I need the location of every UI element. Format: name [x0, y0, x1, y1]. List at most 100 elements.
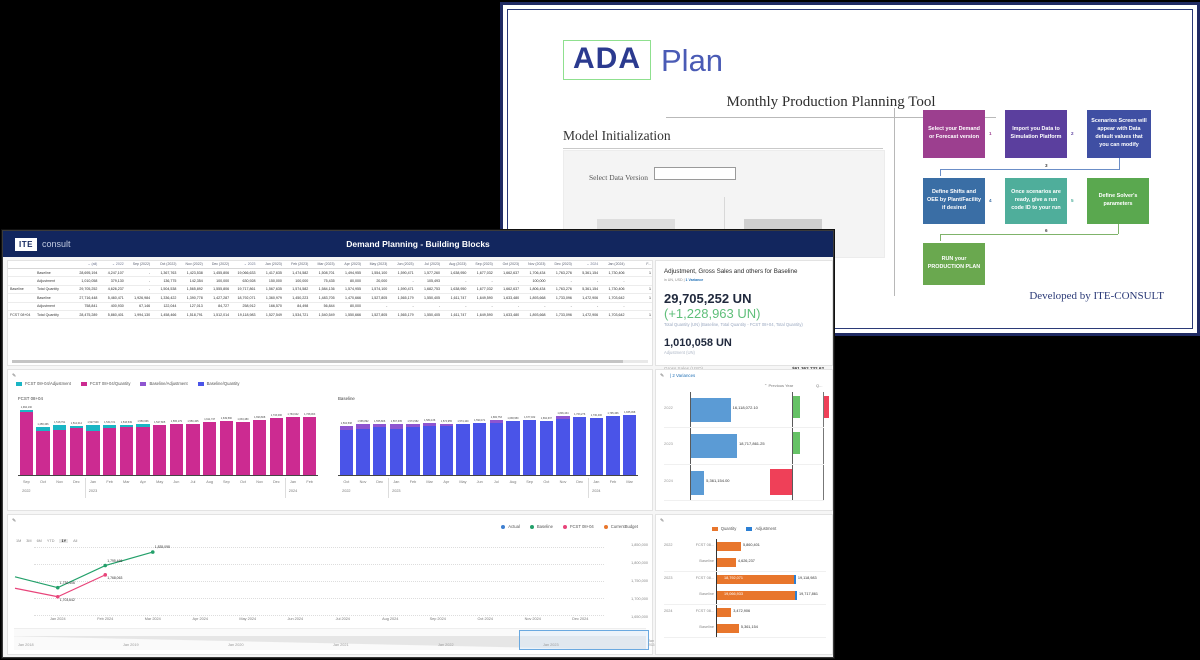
bar-column[interactable]: 1,994,130	[18, 406, 35, 476]
hbar-row[interactable]: Baseline 5,361,154	[664, 621, 826, 637]
legend-item[interactable]: FCST 08+04/Quantity	[80, 381, 130, 386]
range-button-1m[interactable]: 1M	[16, 539, 22, 543]
bar-column[interactable]: 1,565,892	[355, 406, 372, 476]
bar-column[interactable]: 1,768,063	[301, 406, 318, 476]
table-row[interactable]: Adjustment 1,010,058 379,130-136,775 142,35…	[8, 276, 652, 286]
bar-column[interactable]: 1,662,637	[538, 406, 555, 476]
hbar-row[interactable]: FCST 08... 3,472,906	[664, 605, 826, 621]
timeline-range-selector[interactable]: Jan 2018 Jan 2019 Jan 2020 Jan 2021 Jan 2022…	[14, 628, 656, 650]
legend-item[interactable]: FCST 08+04	[562, 524, 594, 529]
hbar-row[interactable]: FCST 08... 5,860,401	[664, 539, 826, 555]
bar-column[interactable]: 1,555,806	[371, 406, 388, 476]
bar-column[interactable]: 1,458,466	[35, 406, 52, 476]
legend-item[interactable]: Baseline/Quantity	[197, 381, 239, 386]
bar-column[interactable]: 1,518,791	[51, 406, 68, 476]
range-button-all[interactable]: All	[73, 539, 78, 543]
baseline-bar-plot[interactable]: 1,504,538 1,565,892 1,555,806 1,567,635 1,57…	[338, 406, 638, 476]
variance-row[interactable]: 2023 18,717,861.25	[664, 428, 824, 465]
bar-column[interactable]: 1,763,642	[285, 406, 302, 476]
bar-column[interactable]: 1,543,549	[118, 406, 135, 476]
kpi-variance-link[interactable]: 1 Variance	[685, 278, 704, 282]
select-data-version-input[interactable]	[654, 167, 736, 180]
matrix-col-header: Sep (2022)	[124, 261, 152, 269]
range-button-ytd[interactable]: YTD	[46, 539, 55, 543]
bar-segment-adjustment	[423, 423, 437, 426]
bar-column[interactable]: 1,806,434	[555, 406, 572, 476]
table-row[interactable]: Baseline 27,716,448 5,460,471 1,926,984 1,33…	[8, 293, 652, 303]
bar-column[interactable]: 1,633,480	[235, 406, 252, 476]
variance-row[interactable]: 2022 16,118,072.10	[664, 392, 829, 429]
pin-icon-variance[interactable]: ✎	[660, 373, 665, 379]
bar-column[interactable]: 1,550,666	[135, 406, 152, 476]
bar-column[interactable]: 1,835,098	[621, 406, 638, 476]
bar-column[interactable]: 1,682,753	[488, 406, 505, 476]
x-axis-tick: Jan	[89, 480, 97, 484]
bar-column[interactable]: 1,677,032	[521, 406, 538, 476]
table-row[interactable]: Baseline Total Quantity 29,705,252 4,626,23…	[8, 285, 652, 295]
table-row[interactable]: FCST 08+04 Total Quantity 28,475,289 5,860,…	[8, 310, 652, 320]
bar-column[interactable]: 1,795,466	[605, 406, 622, 476]
legend-item[interactable]: Baseline/Adjustment	[140, 381, 188, 386]
bar-column[interactable]: 1,550,405	[185, 406, 202, 476]
legend-item[interactable]: FCST 08+04/Adjustment	[16, 381, 71, 386]
range-button-6m[interactable]: 6M	[36, 539, 42, 543]
bar-column[interactable]: 1,574,100	[455, 406, 472, 476]
timeline-selection-window[interactable]	[519, 630, 649, 650]
bar-column[interactable]: 1,584,136	[421, 406, 438, 476]
matrix-cell: 56,844	[309, 302, 336, 311]
pin-icon-line[interactable]: ✎	[12, 518, 17, 524]
table-row[interactable]: Adjustment 758,841 400,930 67,146 122,044 127…	[8, 302, 652, 311]
hbar-row[interactable]: Baseline 4,626,237	[664, 555, 826, 571]
x-axis-tick: Mar	[123, 480, 130, 484]
legend-dot	[562, 524, 567, 529]
bar-column[interactable]: 1,567,635	[388, 406, 405, 476]
legend-item[interactable]: Actual	[501, 524, 520, 529]
fcst-bar-plot[interactable]: 1,994,130 1,458,466 1,518,791 1,512,014 1,52…	[18, 406, 318, 476]
bar-column[interactable]: 1,527,805	[151, 406, 168, 476]
table-horizontal-scrollbar[interactable]	[12, 360, 648, 363]
legend-item[interactable]: Quantity	[711, 526, 736, 531]
bar-column[interactable]: 1,512,014	[68, 406, 85, 476]
year-separator	[284, 478, 286, 498]
gridline	[34, 581, 604, 582]
table-row[interactable]: Baseline 28,695,194 4,247,107-1,367,763 1,4…	[8, 268, 652, 278]
bar-segment-quantity	[456, 424, 470, 476]
matrix-table-card[interactable]: ⌄ (all) ⌄ 2022 Sep (2022) Oct (2022) Nov (20…	[7, 260, 653, 366]
variance-row[interactable]: 2024 5,361,154.00	[664, 464, 824, 501]
variance-prev-year-header: ⌃ Previous Year	[764, 383, 794, 388]
bar-segment-adjustment	[19, 409, 33, 412]
legend-item[interactable]: Adjustment	[746, 526, 776, 531]
variance-bar	[691, 470, 705, 495]
range-button-3m[interactable]: 3M	[26, 539, 32, 543]
matrix-cell: 1,633,480	[493, 310, 521, 320]
hbar-row[interactable]: Baseline 19,066,933 19,717,861	[664, 588, 826, 604]
trend-line-plot[interactable]: 1,730,406 1,795,466 1,835,098 1,703,642 1,76…	[14, 545, 604, 616]
legend-item[interactable]: Baseline	[529, 524, 553, 529]
legend-item[interactable]: CurrentBudget	[603, 524, 638, 529]
bar-column[interactable]: 1,649,590	[218, 406, 235, 476]
bar-column[interactable]: 1,527,549	[85, 406, 102, 476]
pin-icon[interactable]: ✎	[12, 373, 17, 379]
bar-column[interactable]: 1,574,955	[438, 406, 455, 476]
bar-column[interactable]: 1,504,538	[338, 406, 355, 476]
bar-column[interactable]: 1,574,582	[405, 406, 422, 476]
bar-column[interactable]: 1,611,747	[201, 406, 218, 476]
bar-column[interactable]: 1,693,668	[251, 406, 268, 476]
bar-column[interactable]: 1,763,276	[571, 406, 588, 476]
range-button-1y[interactable]: 1Y	[59, 539, 69, 543]
bar-column[interactable]: 1,730,406	[588, 406, 605, 476]
hbar-row[interactable]: FCST 08... 18,792,071 19,118,983	[664, 572, 826, 588]
table-scrollbar-thumb[interactable]	[12, 360, 623, 363]
x-axis-tick: Oct	[240, 480, 246, 484]
bar-column[interactable]: 1,534,721	[101, 406, 118, 476]
bar-column[interactable]: 1,733,096	[268, 406, 285, 476]
stacked-bar-legend: FCST 08+04/Adjustment FCST 08+04/Quantity…	[16, 381, 239, 386]
bar-column[interactable]: 1,590,471	[471, 406, 488, 476]
bar-column[interactable]: 1,638,950	[505, 406, 522, 476]
pin-icon-hbar[interactable]: ✎	[660, 518, 665, 524]
bar-segment-quantity	[556, 419, 570, 476]
variance-rows[interactable]: 2022 16,118,072.10 2023 18,717,861.25 2024 5,…	[664, 392, 829, 502]
bar-column[interactable]: 1,565,179	[168, 406, 185, 476]
quantity-adjustment-plot[interactable]: 2022 FCST 08... 5,860,401 Baseline 4,626,237…	[664, 539, 826, 648]
time-range-buttons[interactable]: 1M 3M 6M YTD 1Y All	[16, 539, 77, 543]
